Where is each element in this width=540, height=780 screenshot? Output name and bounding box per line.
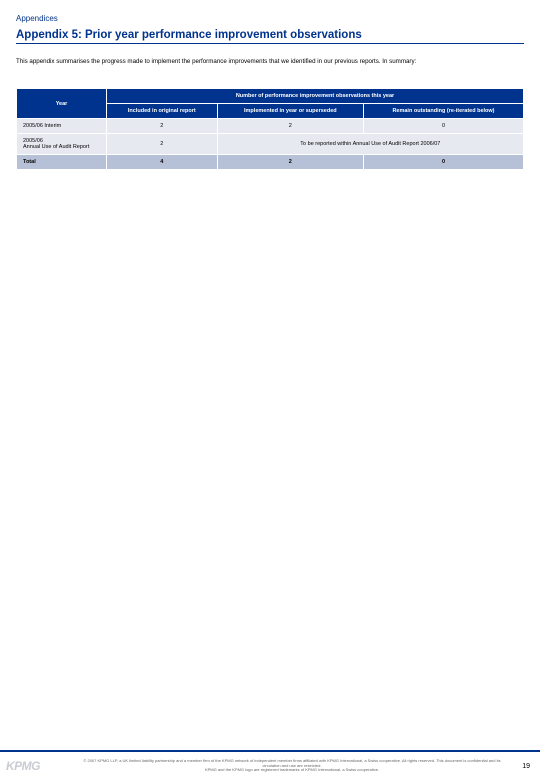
- footer-line-1: © 2007 KPMG LLP, a UK limited liability …: [83, 758, 500, 768]
- cell-included: 2: [107, 119, 218, 134]
- table-row-total: Total 4 2 0: [17, 155, 524, 170]
- footer-copyright: © 2007 KPMG LLP, a UK limited liability …: [68, 759, 516, 773]
- cell-included-merged: 2: [107, 134, 218, 155]
- appendix-title: Appendix 5: Prior year performance impro…: [16, 29, 524, 41]
- kpmg-logo: KPMG: [6, 755, 68, 777]
- col-implemented: Implemented in year or superseded: [217, 104, 363, 119]
- section-label: Appendices: [16, 14, 524, 23]
- cell-total-implemented: 2: [217, 155, 363, 170]
- cell-total-included: 4: [107, 155, 218, 170]
- kpmg-logo-text: KPMG: [6, 759, 40, 773]
- title-underline: [16, 43, 524, 44]
- cell-year-merged: 2005/06 Annual Use of Audit Report: [17, 134, 107, 155]
- col-year: Year: [17, 89, 107, 119]
- merged-label-2: Annual Use of Audit Report: [23, 144, 89, 150]
- cell-total-label: Total: [17, 155, 107, 170]
- col-included: Included in original report: [107, 104, 218, 119]
- col-remain: Remain outstanding (re-iterated below): [364, 104, 524, 119]
- cell-note-merged: To be reported within Annual Use of Audi…: [217, 134, 523, 155]
- cell-year: 2005/06 Interim: [17, 119, 107, 134]
- cell-remain: 0: [364, 119, 524, 134]
- page-root: Appendices Appendix 5: Prior year perfor…: [0, 0, 540, 780]
- page-number: 19: [516, 763, 530, 770]
- footer-line-2: KPMG and the KPMG logo are registered tr…: [205, 767, 379, 772]
- intro-paragraph: This appendix summarises the progress ma…: [16, 58, 524, 66]
- observations-table: Year Number of performance improvement o…: [16, 88, 524, 170]
- cell-total-remain: 0: [364, 155, 524, 170]
- content-area: Appendices Appendix 5: Prior year perfor…: [0, 0, 540, 170]
- footer-inner: KPMG © 2007 KPMG LLP, a UK limited liabi…: [0, 752, 540, 780]
- table-row: 2005/06 Interim 2 2 0: [17, 119, 524, 134]
- col-group: Number of performance improvement observ…: [107, 89, 524, 104]
- page-footer: KPMG © 2007 KPMG LLP, a UK limited liabi…: [0, 750, 540, 780]
- table-row-merged: 2005/06 Annual Use of Audit Report 2 To …: [17, 134, 524, 155]
- cell-implemented: 2: [217, 119, 363, 134]
- table-header-row-1: Year Number of performance improvement o…: [17, 89, 524, 104]
